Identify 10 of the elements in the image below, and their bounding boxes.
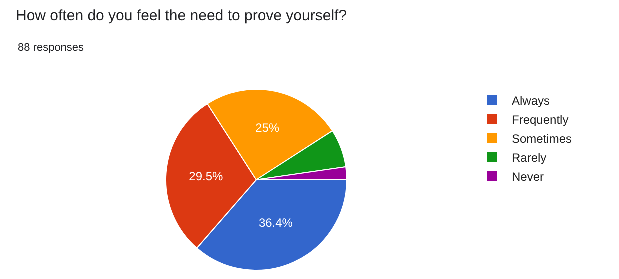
data-label: 29.5% [189, 169, 224, 184]
chart-title: How often do you feel the need to prove yourself? [16, 8, 348, 24]
legend-label: Always [512, 94, 550, 108]
legend-label: Never [512, 170, 544, 184]
data-label: 36.4% [258, 216, 294, 230]
data-label: 25% [256, 121, 280, 136]
text: 88 responses [18, 42, 85, 54]
legend-label: Sometimes [512, 132, 572, 146]
legend-label: Frequently [512, 113, 569, 128]
legend-label: Rarely [512, 151, 547, 166]
